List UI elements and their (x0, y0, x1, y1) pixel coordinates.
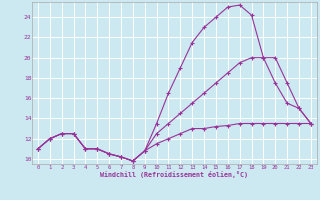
X-axis label: Windchill (Refroidissement éolien,°C): Windchill (Refroidissement éolien,°C) (100, 171, 248, 178)
